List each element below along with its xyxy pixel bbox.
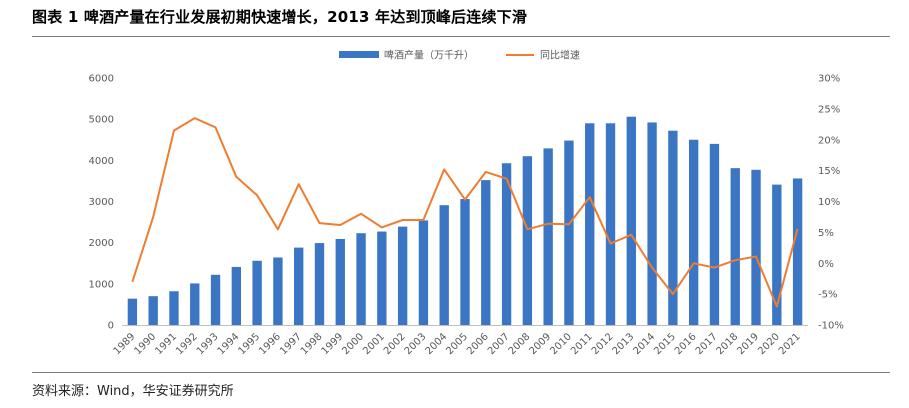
x-tick-label: 1989 xyxy=(112,331,138,357)
x-tick-label: 1990 xyxy=(133,331,159,357)
y-left-tick-label: 2000 xyxy=(89,238,114,249)
bar xyxy=(688,139,699,325)
legend: 啤酒产量（万千升） 同比增速 xyxy=(339,49,580,62)
line-series xyxy=(131,117,799,308)
y-right-tick-label: 5% xyxy=(818,228,834,239)
source-note: 资料来源：Wind，华安证券研究所 xyxy=(32,384,234,399)
bar-series xyxy=(127,116,803,326)
bar xyxy=(210,274,221,325)
y-right-tick-label: 10% xyxy=(818,197,840,208)
bar xyxy=(460,199,470,325)
bar xyxy=(314,243,325,325)
x-tick-label: 2020 xyxy=(756,331,782,357)
x-tick-label: 2008 xyxy=(507,331,533,357)
bar xyxy=(564,140,574,325)
bar xyxy=(231,266,242,325)
x-tick-label: 1994 xyxy=(216,331,242,357)
bar xyxy=(730,168,740,325)
top-divider xyxy=(32,36,890,37)
y-right-tick-label: 0% xyxy=(818,259,834,270)
x-tick-label: 2016 xyxy=(673,331,699,357)
bar xyxy=(190,283,200,325)
x-tick-label: 2007 xyxy=(486,331,512,357)
bar xyxy=(668,130,678,325)
x-tick-label: 2012 xyxy=(590,331,616,357)
x-tick-label: 1993 xyxy=(195,331,221,357)
y-left-tick-label: 0 xyxy=(108,321,114,332)
y-left-tick-label: 5000 xyxy=(89,115,114,126)
x-tick-label: 2019 xyxy=(735,331,761,357)
x-tick-label: 2021 xyxy=(777,331,803,357)
bar xyxy=(273,257,283,325)
bar xyxy=(481,180,491,325)
bar xyxy=(439,205,449,325)
x-tick-label: 1995 xyxy=(236,331,262,357)
x-tick-label: 2018 xyxy=(715,331,741,357)
bar xyxy=(377,231,387,325)
bar xyxy=(751,169,761,325)
growth-line xyxy=(131,117,799,308)
y-left-tick-label: 3000 xyxy=(89,197,114,208)
bar xyxy=(294,247,304,325)
y-left-tick-label: 1000 xyxy=(89,279,114,290)
x-tick-label: 1992 xyxy=(174,331,200,357)
chart-title: 图表 1 啤酒产量在行业发展初期快速增长，2013 年达到顶峰后连续下滑 xyxy=(32,8,528,26)
bar xyxy=(605,123,616,326)
x-tick-label: 2009 xyxy=(527,331,553,357)
bar xyxy=(418,220,429,325)
bar xyxy=(585,123,595,326)
x-tick-label: 2005 xyxy=(444,331,470,357)
x-tick-label: 2011 xyxy=(569,331,595,357)
bar xyxy=(626,116,636,326)
bar xyxy=(356,233,366,325)
x-tick-label: 1991 xyxy=(153,331,179,357)
y-right-tick-label: 30% xyxy=(818,74,840,85)
y-right-tick-label: -10% xyxy=(818,321,844,332)
x-tick-label: 2000 xyxy=(340,331,366,357)
y-right-tick-label: 25% xyxy=(818,104,840,115)
x-tick-label: 1998 xyxy=(299,331,325,357)
bar xyxy=(252,260,262,325)
y-right-tick-label: 20% xyxy=(818,135,840,146)
bar xyxy=(148,296,158,325)
y-left-tick-label: 4000 xyxy=(89,156,114,167)
x-tick-label: 2010 xyxy=(548,331,574,357)
x-tick-label: 2001 xyxy=(361,331,387,357)
y-left-tick-label: 6000 xyxy=(89,74,114,85)
x-tick-label: 2014 xyxy=(631,331,657,357)
bar xyxy=(792,178,803,325)
x-tick-label: 1997 xyxy=(278,331,304,357)
bar xyxy=(335,238,345,325)
bar xyxy=(709,143,720,325)
x-tick-label: 2003 xyxy=(403,331,429,357)
bar xyxy=(397,226,408,325)
bar xyxy=(169,291,179,325)
bottom-divider xyxy=(32,372,890,373)
x-tick-label: 2017 xyxy=(694,331,720,357)
bar xyxy=(127,298,138,325)
bar xyxy=(543,148,553,325)
x-tick-label: 1996 xyxy=(257,331,283,357)
x-tick-label: 2002 xyxy=(382,331,408,357)
x-tick-label: 2013 xyxy=(611,331,637,357)
legend-bar-swatch xyxy=(339,51,379,58)
bar xyxy=(647,122,657,326)
bar xyxy=(522,156,533,325)
y-right-tick-label: -5% xyxy=(818,290,837,301)
y-right-tick-label: 15% xyxy=(818,166,840,177)
legend-bar-label: 啤酒产量（万千升） xyxy=(384,49,474,62)
x-tick-label: 2004 xyxy=(424,331,450,357)
x-tick-label: 2006 xyxy=(465,331,491,357)
bar xyxy=(501,163,512,325)
legend-line-label: 同比增速 xyxy=(540,49,580,62)
x-tick-label: 1999 xyxy=(320,331,346,357)
x-tick-label: 2015 xyxy=(652,331,678,357)
bar xyxy=(772,184,782,325)
